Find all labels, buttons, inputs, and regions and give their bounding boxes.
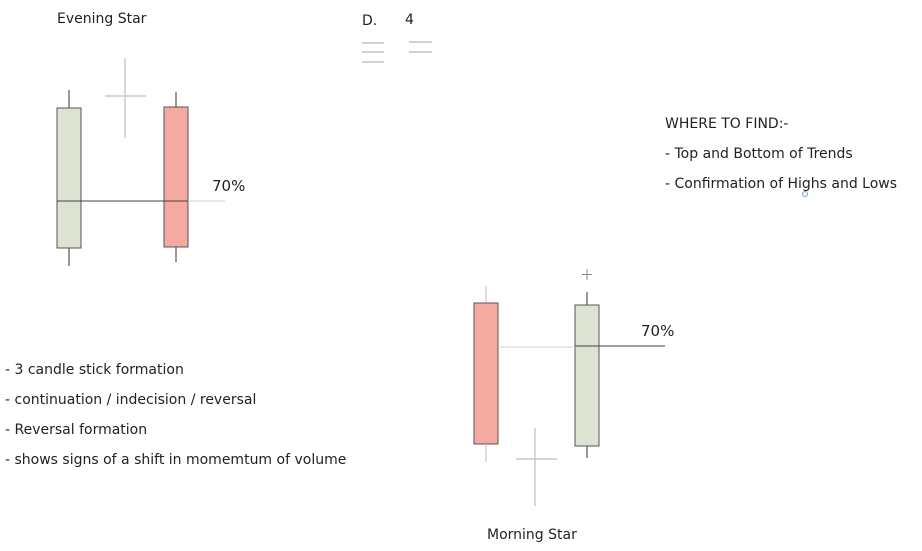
evening-star-bullish-candle	[56, 90, 82, 266]
header-d-label: D.	[362, 13, 378, 29]
morning-star-percent-label: 70%	[641, 322, 675, 340]
note-item: - 3 candle stick formation	[5, 362, 184, 378]
evening-star-bearish-candle	[163, 92, 189, 262]
small-plus-mark	[582, 269, 592, 280]
where-to-find-heading: WHERE TO FIND:-	[665, 116, 789, 132]
header-number: 4	[405, 12, 414, 28]
evening-star-title: Evening Star	[57, 11, 147, 27]
where-to-find-item: - Confirmation of Highs and Lows	[665, 176, 898, 192]
morning-star-bearish-candle	[473, 286, 499, 462]
morning-star-doji-candle	[516, 428, 557, 506]
faint-scribble-lines	[362, 41, 432, 63]
where-to-find-item: - Top and Bottom of Trends	[665, 146, 853, 162]
morning-star-title: Morning Star	[487, 527, 577, 543]
note-item: - Reversal formation	[5, 422, 148, 438]
note-item: - shows signs of a shift in momemtum of …	[5, 452, 347, 468]
evening-star-doji-candle	[105, 58, 146, 138]
morning-star-bullish-candle	[574, 292, 600, 458]
cursor-dot	[802, 191, 808, 197]
evening-star-percent-label: 70%	[212, 177, 246, 195]
note-item: - continuation / indecision / reversal	[5, 392, 257, 408]
